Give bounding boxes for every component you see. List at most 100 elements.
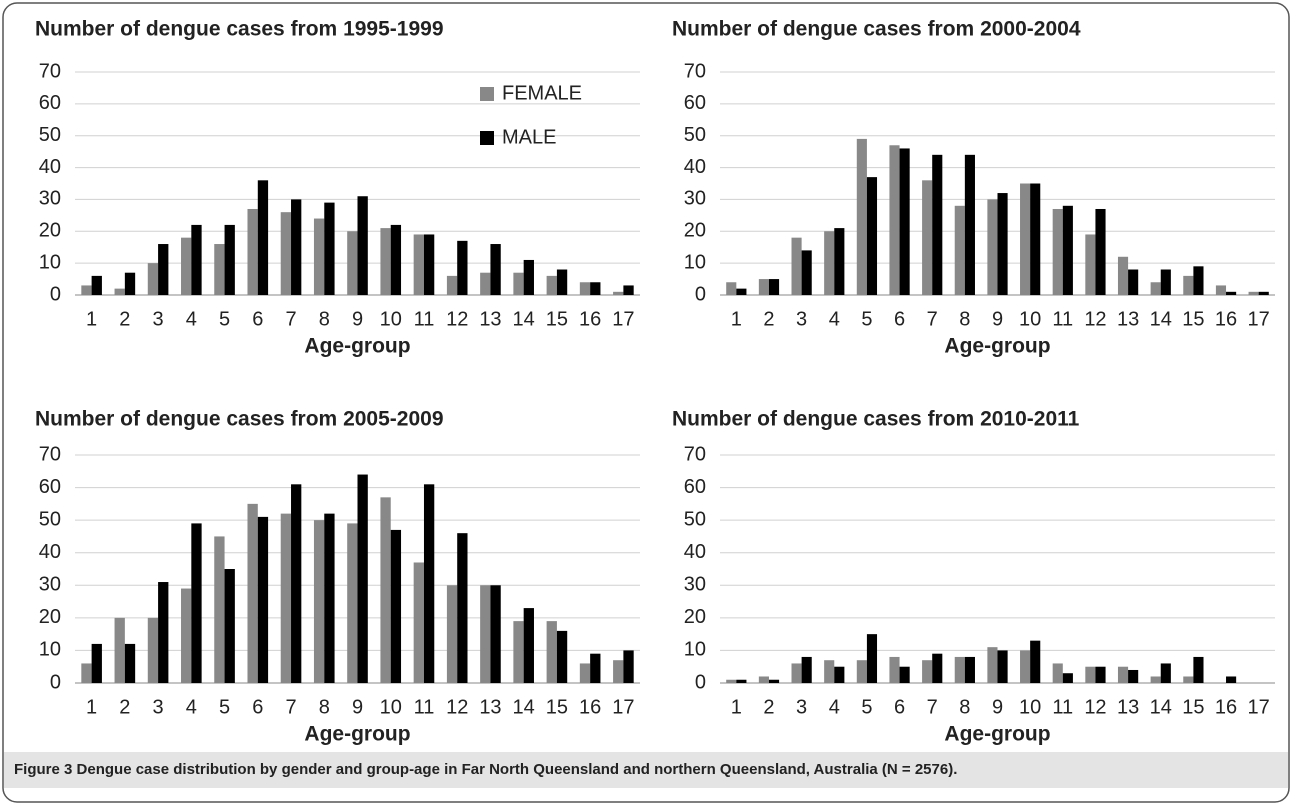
y-tick-label: 10 — [684, 251, 706, 273]
bar — [922, 660, 933, 683]
x-tick-label: 11 — [414, 696, 435, 718]
x-tick-label: 17 — [1248, 696, 1270, 718]
x-tick-label: 3 — [796, 696, 807, 718]
y-tick-label: 40 — [684, 156, 706, 178]
bar — [91, 275, 102, 295]
bar — [124, 272, 136, 295]
bar — [257, 180, 269, 295]
x-tick-label: 7 — [285, 696, 296, 718]
caption-band — [4, 752, 1288, 788]
bar — [357, 474, 368, 683]
legend-label: FEMALE — [502, 82, 582, 104]
bar — [513, 272, 524, 295]
y-tick-label: 40 — [39, 541, 61, 563]
x-tick-label: 9 — [992, 696, 1003, 718]
bar — [546, 275, 557, 295]
x-tick-label: 14 — [1150, 696, 1172, 718]
y-tick-label: 20 — [684, 606, 706, 628]
y-tick-label: 10 — [39, 251, 61, 273]
bar — [1030, 183, 1041, 295]
bar — [590, 653, 601, 683]
bar — [158, 582, 169, 683]
bar — [834, 666, 845, 683]
x-tick-label: 4 — [186, 308, 197, 330]
x-tick-label: 17 — [612, 696, 634, 718]
x-tick-label: 12 — [1084, 308, 1106, 330]
y-tick-label: 30 — [684, 574, 706, 596]
bar — [1052, 663, 1063, 683]
bar — [1085, 234, 1096, 295]
caption-label: Figure 3 — [14, 761, 72, 778]
x-tick-label: 6 — [252, 308, 263, 330]
bar — [313, 218, 325, 295]
x-tick-label: 13 — [479, 308, 501, 330]
x-tick-label: 6 — [252, 696, 263, 718]
x-tick-label: 16 — [1215, 308, 1237, 330]
x-tick-label: 11 — [414, 308, 435, 330]
x-tick-label: 15 — [1182, 696, 1204, 718]
bar — [214, 536, 225, 683]
bar — [457, 533, 468, 683]
x-tick-label: 4 — [829, 696, 840, 718]
x-tick-label: 3 — [153, 308, 164, 330]
x-tick-label: 1 — [86, 308, 97, 330]
bar — [556, 630, 568, 683]
x-tick-label: 17 — [612, 308, 634, 330]
bar — [191, 523, 202, 683]
bar — [357, 196, 368, 295]
y-tick-label: 70 — [684, 443, 706, 465]
x-tick-label: 9 — [352, 696, 363, 718]
x-tick-label: 10 — [1019, 308, 1041, 330]
caption-text: Dengue case distribution by gender and g… — [77, 761, 958, 778]
x-tick-label: 12 — [446, 308, 468, 330]
bar — [313, 520, 325, 683]
bar — [390, 529, 402, 683]
y-tick-label: 30 — [684, 188, 706, 210]
bar — [801, 250, 812, 295]
legend-swatch — [480, 87, 494, 101]
y-tick-label: 40 — [684, 541, 706, 563]
bar — [613, 660, 624, 683]
x-tick-label: 8 — [959, 696, 970, 718]
x-tick-label: 4 — [186, 696, 197, 718]
bar — [380, 497, 391, 683]
bar — [1193, 656, 1204, 683]
bar — [964, 656, 975, 683]
x-tick-label: 13 — [1117, 696, 1139, 718]
bar — [623, 285, 634, 295]
x-tick-label: 15 — [1182, 308, 1204, 330]
bar — [922, 180, 933, 295]
bar — [768, 679, 780, 683]
bar — [181, 237, 192, 295]
bar — [932, 154, 943, 295]
bar — [291, 484, 302, 683]
bar — [1128, 669, 1139, 683]
bar — [490, 585, 501, 683]
bar — [446, 585, 458, 683]
bar — [613, 291, 624, 295]
bar — [1150, 282, 1161, 295]
x-tick-label: 6 — [894, 696, 905, 718]
bar — [824, 660, 835, 683]
bar — [791, 663, 802, 683]
bar — [280, 513, 292, 683]
y-tick-label: 20 — [39, 220, 61, 242]
bar — [224, 224, 235, 295]
bar — [423, 234, 435, 295]
bar — [834, 228, 845, 295]
x-tick-label: 4 — [829, 308, 840, 330]
bar — [1160, 663, 1171, 683]
bar — [1085, 666, 1096, 683]
bar — [889, 145, 900, 295]
bar — [480, 585, 491, 683]
bar — [899, 666, 910, 683]
x-tick-label: 12 — [1084, 696, 1106, 718]
y-tick-label: 0 — [50, 283, 61, 305]
x-axis-label: Age-group — [304, 335, 410, 358]
bar — [1095, 208, 1106, 295]
bar — [1030, 640, 1041, 683]
bar — [413, 562, 424, 683]
y-tick-label: 30 — [39, 574, 61, 596]
x-tick-label: 11 — [1052, 308, 1073, 330]
bar — [768, 279, 780, 295]
